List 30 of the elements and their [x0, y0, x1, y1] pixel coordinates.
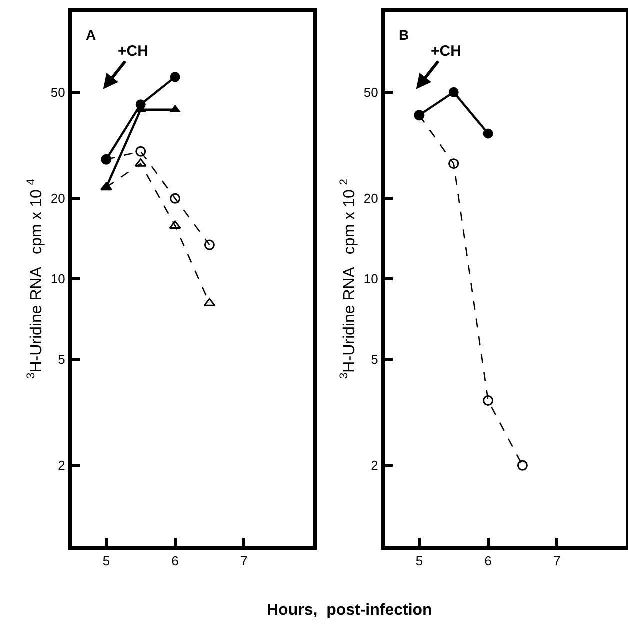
point	[204, 240, 215, 250]
point	[448, 158, 460, 170]
x-tick-label: 6	[172, 554, 179, 569]
point	[448, 87, 459, 98]
point	[170, 193, 181, 204]
annotation: B	[399, 27, 410, 43]
annotation: +CH	[118, 43, 148, 60]
y-tick-label: 20	[50, 191, 66, 206]
point	[483, 128, 494, 139]
x-tick-label: 5	[102, 554, 110, 569]
point	[136, 146, 146, 157]
y-tick-label: 5	[58, 352, 66, 367]
point	[170, 72, 180, 82]
y-tick-label: 20	[364, 191, 378, 206]
y-tick-label: 10	[50, 272, 66, 287]
y-tick-label: 50	[50, 84, 66, 100]
x-tick-label: 7	[240, 554, 248, 569]
x-axis-title: Hours, post-infection	[267, 602, 432, 619]
annotation: A	[86, 27, 96, 43]
annotation: +CH	[431, 43, 462, 60]
y-tick-label: 5	[371, 352, 378, 367]
point	[517, 460, 528, 471]
x-tick-label: 6	[484, 554, 492, 569]
y-tick-label: 50	[364, 84, 378, 100]
point	[483, 395, 494, 406]
x-tick-label: 7	[554, 554, 561, 569]
y-tick-label: 2	[371, 458, 378, 474]
y-tick-label: 10	[364, 272, 378, 287]
y-tick-label: 2	[58, 458, 66, 474]
x-tick-label: 5	[416, 554, 424, 569]
